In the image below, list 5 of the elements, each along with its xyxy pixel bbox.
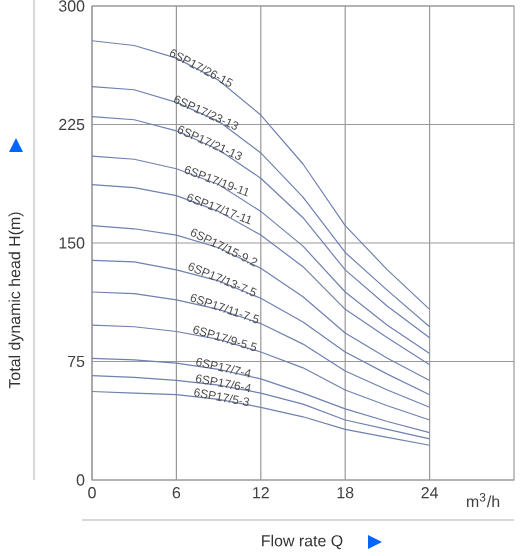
line-series	[91, 324, 431, 421]
line-series	[91, 85, 431, 328]
line-series	[91, 375, 431, 440]
line-series	[91, 357, 431, 434]
line-series	[91, 390, 431, 446]
